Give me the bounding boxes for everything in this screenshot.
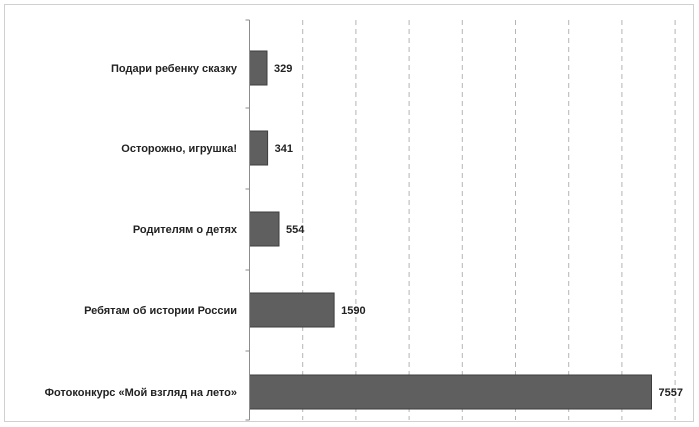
- data-label: 554: [286, 224, 305, 236]
- chart-frame: [4, 4, 694, 422]
- category-label: Осторожно, игрушка!: [121, 143, 237, 155]
- bars: [249, 50, 652, 410]
- category-label: Родителям о детях: [133, 224, 238, 236]
- gridlines: [302, 20, 676, 420]
- category-label: Ребятам об истории России: [84, 305, 237, 317]
- category-label: Подари ребенку сказку: [111, 63, 238, 75]
- bar: [249, 130, 269, 166]
- bar: [249, 50, 268, 86]
- bar: [249, 292, 335, 328]
- data-labels: 329 341 554 1590 7557: [274, 63, 683, 399]
- data-label: 7557: [659, 387, 683, 399]
- category-label: Фотоконкурс «Мой взгляд на лето»: [45, 387, 237, 399]
- data-label: 329: [274, 63, 292, 75]
- category-labels: Подари ребенку сказку Осторожно, игрушка…: [45, 63, 238, 399]
- data-label: 341: [275, 143, 293, 155]
- bar: [249, 374, 652, 410]
- bar: [249, 211, 280, 247]
- data-label: 1590: [341, 305, 365, 317]
- category-axis: [245, 19, 250, 421]
